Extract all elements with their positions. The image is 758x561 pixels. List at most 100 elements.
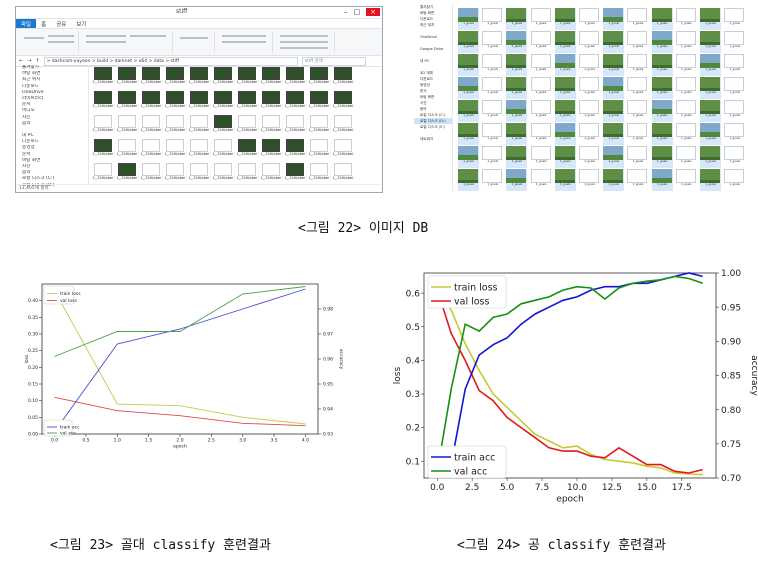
nav-item[interactable]: 다운로드 <box>22 83 39 89</box>
gallery-item[interactable]: 1_goals <box>482 8 503 30</box>
gallery-item[interactable]: 1_goals <box>579 146 600 168</box>
nav-item[interactable]: 동영상 <box>22 145 35 151</box>
gallery-item[interactable]: 1_goals <box>627 8 648 30</box>
gallery-item[interactable]: 1_goals <box>482 146 503 168</box>
nav-item[interactable]: 음악 <box>22 170 31 176</box>
gallery-item[interactable]: 1_goals <box>675 169 697 191</box>
gallery-item[interactable]: 1_goals <box>579 100 600 122</box>
gallery-item[interactable]: 1_goals <box>651 77 673 99</box>
gallery-item[interactable]: 1_goals <box>724 146 745 168</box>
gallery-item[interactable]: 1_goals <box>724 54 745 76</box>
gallery-item[interactable]: 1_goals <box>675 123 697 145</box>
file-item[interactable]: 1_150label <box>308 139 330 165</box>
file-item[interactable]: 1_150label <box>308 91 330 117</box>
close-icon[interactable]: × <box>366 8 380 16</box>
file-item[interactable]: 1_150label <box>116 115 138 141</box>
nav-item[interactable]: OneDrive <box>22 89 44 95</box>
gallery-item[interactable]: 1_goals <box>627 146 648 168</box>
tab-view[interactable]: 보기 <box>76 22 87 28</box>
file-item[interactable]: 1_150label <box>188 67 210 93</box>
gallery-item[interactable]: 1_goals <box>530 31 552 53</box>
gallery-item[interactable]: 1_goals <box>675 77 697 99</box>
gallery-item[interactable]: 1_goals <box>506 31 528 53</box>
file-item[interactable]: 1_150label <box>164 115 186 141</box>
file-item[interactable]: 1_150label <box>116 163 138 189</box>
gallery-item[interactable]: 1_goals <box>458 8 479 30</box>
gallery-item[interactable]: 1_goals <box>482 31 503 53</box>
file-item[interactable]: 1_150label <box>236 139 258 165</box>
nav-item[interactable]: 로컬 디스크 (D:) <box>22 182 55 188</box>
gallery-item[interactable]: 1_goals <box>675 54 697 76</box>
search-input[interactable]: stiff 검색 <box>301 56 366 66</box>
gallery-item[interactable]: 1_goals <box>579 8 600 30</box>
gallery-item[interactable]: 1_goals <box>603 31 625 53</box>
file-item[interactable]: 1_150label <box>92 139 114 165</box>
gallery-item[interactable]: 1_goals <box>554 100 576 122</box>
gallery-item[interactable]: 1_goals <box>603 77 625 99</box>
nav-item[interactable]: 라이브러리 <box>22 95 44 101</box>
file-item[interactable]: 1_150label <box>212 139 234 165</box>
nav-item[interactable]: 비디오 <box>22 108 35 114</box>
file-item[interactable]: 1_150label <box>164 163 186 189</box>
address-path-input[interactable]: > dashcam-yuyeon > build > darknet > x64… <box>43 56 298 66</box>
gallery-item[interactable]: 1_goals <box>700 54 721 76</box>
file-item[interactable]: 1_150label <box>212 91 234 117</box>
file-item[interactable]: 1_150label <box>140 115 162 141</box>
file-item[interactable]: 1_150label <box>188 139 210 165</box>
gallery-item[interactable]: 1_goals <box>458 31 479 53</box>
file-item[interactable]: 1_150label <box>308 115 330 141</box>
nav-item[interactable]: 다운로드 <box>420 17 434 21</box>
nav-item[interactable]: 로컬 디스크 (C:) <box>22 176 55 182</box>
gallery-item[interactable]: 1_goals <box>603 146 625 168</box>
nav-item[interactable]: 음악 <box>420 107 427 111</box>
file-item[interactable]: 1_150label <box>332 139 354 165</box>
gallery-item[interactable]: 1_goals <box>530 8 552 30</box>
file-item[interactable]: 1_150label <box>236 91 258 117</box>
file-item[interactable]: 1_150label <box>92 91 114 117</box>
gallery-item[interactable]: 1_goals <box>506 77 528 99</box>
file-item[interactable]: 1_150label <box>164 139 186 165</box>
file-item[interactable]: 1_150label <box>260 139 282 165</box>
file-item[interactable]: 1_150label <box>140 91 162 117</box>
file-item[interactable]: 1_150label <box>92 67 114 93</box>
nav-item[interactable]: 즐겨찾기 <box>420 5 434 9</box>
file-item[interactable]: 1_150label <box>140 139 162 165</box>
gallery-item[interactable]: 1_goals <box>458 169 479 191</box>
file-item[interactable]: 1_150label <box>332 115 354 141</box>
gallery-item[interactable]: 1_goals <box>627 77 648 99</box>
gallery-item[interactable]: 1_goals <box>579 123 600 145</box>
nav-item[interactable]: 3D 개체 <box>420 71 433 75</box>
file-item[interactable]: 1_150label <box>332 163 354 189</box>
gallery-item[interactable]: 1_goals <box>482 169 503 191</box>
nav-item[interactable]: 즐겨찾기 <box>22 65 39 70</box>
file-item[interactable]: 1_150label <box>116 139 138 165</box>
forward-arrow-icon[interactable]: → <box>27 58 32 64</box>
gallery-item[interactable]: 1_goals <box>700 123 721 145</box>
tab-share[interactable]: 공유 <box>56 22 67 28</box>
nav-item[interactable]: OneDrive <box>420 35 437 39</box>
file-item[interactable]: 1_150label <box>236 115 258 141</box>
gallery-item[interactable]: 1_goals <box>554 169 576 191</box>
nav-item[interactable]: 바탕 화면 <box>420 11 435 15</box>
file-item[interactable]: 1_150label <box>116 67 138 93</box>
file-item[interactable]: 1_150label <box>260 163 282 189</box>
gallery-item[interactable]: 1_goals <box>700 8 721 30</box>
gallery-item[interactable]: 1_goals <box>700 100 721 122</box>
file-item[interactable]: 1_150label <box>188 115 210 141</box>
nav-item[interactable]: 사진 <box>420 101 427 105</box>
gallery-item[interactable]: 1_goals <box>458 54 479 76</box>
gallery-item[interactable]: 1_goals <box>506 123 528 145</box>
gallery-item[interactable]: 1_goals <box>724 77 745 99</box>
gallery-item[interactable]: 1_goals <box>554 31 576 53</box>
gallery-item[interactable]: 1_goals <box>579 77 600 99</box>
file-item[interactable]: 1_150label <box>188 163 210 189</box>
gallery-item[interactable]: 1_goals <box>554 77 576 99</box>
gallery-item[interactable]: 1_goals <box>651 100 673 122</box>
nav-item[interactable]: 로컬 디스크 (E:) <box>420 125 446 129</box>
minimize-icon[interactable]: – <box>344 8 348 16</box>
gallery-item[interactable]: 1_goals <box>700 169 721 191</box>
gallery-item[interactable]: 1_goals <box>506 146 528 168</box>
gallery-item[interactable]: 1_goals <box>530 54 552 76</box>
nav-item[interactable]: 바탕 화면 <box>420 95 435 99</box>
gallery-item[interactable]: 1_goals <box>651 146 673 168</box>
